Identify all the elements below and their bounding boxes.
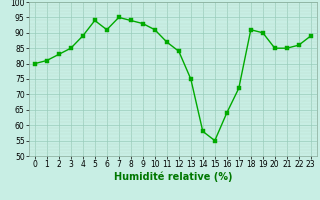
X-axis label: Humidité relative (%): Humidité relative (%): [114, 172, 232, 182]
